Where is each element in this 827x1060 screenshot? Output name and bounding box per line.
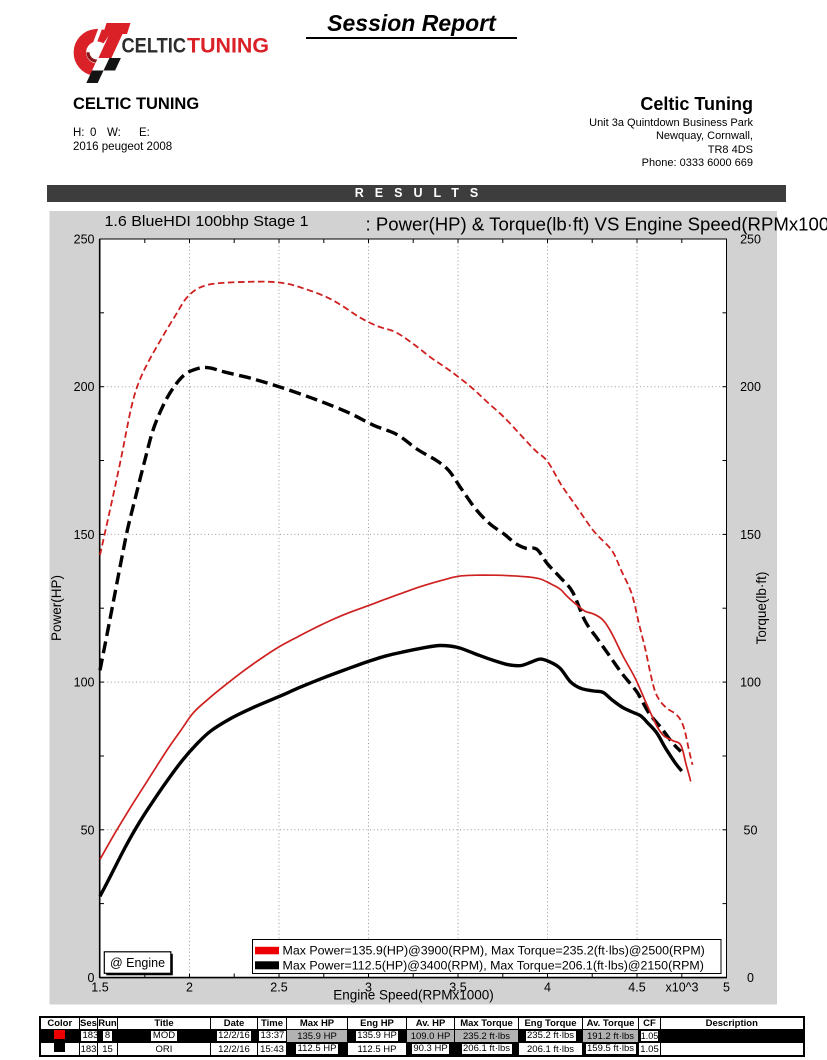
svg-text:Power(HP): Power(HP): [49, 575, 64, 641]
svg-text:Torque(lb·ft): Torque(lb·ft): [754, 572, 769, 645]
svg-text:150: 150: [74, 528, 95, 542]
svg-text:3: 3: [365, 981, 372, 995]
svg-text:3.5: 3.5: [449, 981, 466, 995]
svg-text:50: 50: [744, 823, 758, 837]
svg-text:4.5: 4.5: [628, 981, 645, 995]
svg-text:5: 5: [723, 981, 730, 995]
svg-text:Max Power=112.5(HP)@3400(RPM),: Max Power=112.5(HP)@3400(RPM), Max Torqu…: [283, 958, 704, 972]
svg-text:1.6 BlueHDI 100bhp Stage 1: 1.6 BlueHDI 100bhp Stage 1: [105, 213, 309, 230]
svg-text:x10^3: x10^3: [666, 981, 699, 995]
svg-text:150: 150: [740, 528, 761, 542]
svg-text:2.5: 2.5: [270, 981, 287, 995]
svg-text:50: 50: [81, 823, 95, 837]
svg-text:: Power(HP) & Torque(lb·ft) VS: : Power(HP) & Torque(lb·ft) VS Engine Sp…: [366, 214, 827, 235]
svg-text:TUNING: TUNING: [187, 34, 269, 58]
svg-text:250: 250: [740, 233, 761, 247]
svg-text:0: 0: [88, 971, 95, 985]
svg-text:4: 4: [544, 981, 551, 995]
svg-text:200: 200: [74, 380, 95, 394]
svg-text:0: 0: [747, 971, 754, 985]
svg-text:250: 250: [74, 233, 95, 247]
svg-text:Engine Speed(RPMx1000): Engine Speed(RPMx1000): [333, 988, 494, 1003]
svg-text:2: 2: [186, 981, 193, 995]
svg-text:@ Engine: @ Engine: [110, 956, 165, 970]
svg-text:100: 100: [740, 676, 761, 690]
svg-text:Max Power=135.9(HP)@3900(RPM),: Max Power=135.9(HP)@3900(RPM), Max Torqu…: [283, 944, 705, 958]
svg-text:CELTIC: CELTIC: [122, 34, 187, 58]
svg-text:1.5: 1.5: [91, 981, 108, 995]
svg-text:200: 200: [740, 380, 761, 394]
svg-text:100: 100: [74, 676, 95, 690]
